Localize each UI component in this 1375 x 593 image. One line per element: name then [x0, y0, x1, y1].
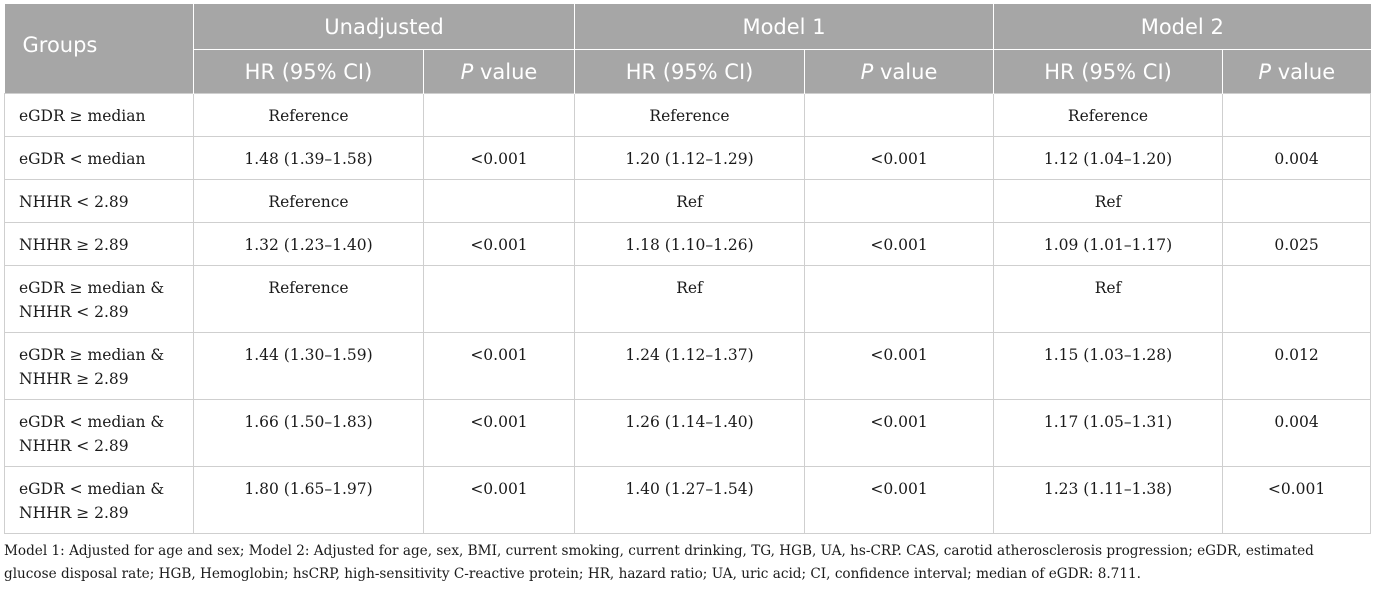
table-footnote: Model 1: Adjusted for age and sex; Model…: [4, 543, 1314, 582]
row-label-line2: NHHR ≥ 2.89: [19, 370, 129, 388]
model1-hr-header: HR (95% CI): [574, 49, 806, 94]
model2-p: 0.004: [1222, 136, 1372, 180]
model2-hr: Ref: [993, 179, 1224, 223]
model2-p: 0.004: [1222, 399, 1372, 467]
unadjusted-p: <0.001: [422, 466, 576, 534]
model1-hr: 1.18 (1.10–1.26): [574, 222, 806, 266]
model2-hr: 1.15 (1.03–1.28): [993, 332, 1224, 400]
model1-p: [804, 265, 995, 333]
row-label-line1: eGDR < median &: [19, 480, 165, 498]
unadjusted-header: Unadjusted: [192, 4, 576, 50]
row-label-line1: eGDR < median &: [19, 413, 165, 431]
model1-hr: Ref: [574, 179, 806, 223]
table-container: Groups Unadjusted Model 1 Model 2 HR (95…: [4, 4, 1372, 534]
unadjusted-hr: 1.32 (1.23–1.40): [193, 222, 424, 266]
model1-p: <0.001: [804, 399, 995, 467]
table-row: eGDR < median & NHHR < 2.89 1.66 (1.50–1.…: [4, 399, 1372, 467]
p-rest: value: [473, 59, 538, 84]
unadjusted-hr: Reference: [193, 265, 424, 333]
row-label: NHHR < 2.89: [4, 179, 194, 223]
unadjusted-hr: Reference: [193, 179, 424, 223]
hazard-ratio-table: Groups Unadjusted Model 1 Model 2 HR (95…: [4, 4, 1372, 534]
model2-hr: 1.17 (1.05–1.31): [993, 399, 1224, 467]
p-rest: value: [873, 59, 938, 84]
model1-p: [804, 93, 995, 137]
row-label: eGDR < median & NHHR ≥ 2.89: [4, 466, 194, 534]
row-label: eGDR < median & NHHR < 2.89: [4, 399, 194, 467]
unadjusted-p: <0.001: [422, 332, 576, 400]
model2-p: [1222, 93, 1372, 137]
model1-hr: Reference: [574, 93, 806, 137]
unadjusted-hr: 1.48 (1.39–1.58): [193, 136, 424, 180]
row-label-line1: eGDR ≥ median &: [19, 279, 165, 297]
model1-header: Model 1: [574, 4, 995, 50]
unadjusted-hr: 1.44 (1.30–1.59): [193, 332, 424, 400]
table-row: NHHR < 2.89 Reference Ref Ref: [4, 179, 1372, 223]
unadjusted-p: [422, 93, 576, 137]
model1-p: <0.001: [804, 136, 995, 180]
table-row: eGDR ≥ median Reference Reference Refere…: [4, 93, 1372, 137]
p-italic: P: [1258, 59, 1272, 84]
model2-hr: Reference: [993, 93, 1224, 137]
model2-p-header: P value: [1222, 49, 1371, 94]
model2-hr: 1.23 (1.11–1.38): [993, 466, 1224, 534]
model1-hr: 1.26 (1.14–1.40): [574, 399, 806, 467]
p-rest: value: [1271, 59, 1336, 84]
model2-hr: 1.12 (1.04–1.20): [993, 136, 1224, 180]
table-row: eGDR ≥ median & NHHR < 2.89 Reference Ref…: [4, 265, 1372, 333]
p-italic: P: [460, 59, 474, 84]
unadjusted-p: <0.001: [422, 136, 576, 180]
unadjusted-p: [422, 179, 576, 223]
model1-hr: 1.20 (1.12–1.29): [574, 136, 806, 180]
unadjusted-p: [422, 265, 576, 333]
unadjusted-hr-header: HR (95% CI): [193, 49, 424, 94]
model2-hr-header: HR (95% CI): [993, 49, 1224, 94]
model2-p: 0.025: [1222, 222, 1372, 266]
model2-hr: 1.09 (1.01–1.17): [993, 222, 1224, 266]
row-label-line2: NHHR < 2.89: [19, 437, 129, 455]
model1-p: [804, 179, 995, 223]
row-label: eGDR < median: [4, 136, 194, 180]
unadjusted-p: <0.001: [422, 399, 576, 467]
row-label: eGDR ≥ median & NHHR < 2.89: [4, 265, 194, 333]
table-body: eGDR ≥ median Reference Reference Refere…: [4, 93, 1372, 534]
table-row: eGDR < median 1.48 (1.39–1.58) <0.001 1.…: [4, 136, 1372, 180]
model1-hr: 1.24 (1.12–1.37): [574, 332, 806, 400]
groups-header: Groups: [4, 4, 194, 94]
row-label-line1: eGDR ≥ median &: [19, 346, 165, 364]
row-label-line2: NHHR < 2.89: [19, 303, 129, 321]
model2-p: <0.001: [1222, 466, 1372, 534]
model1-p: <0.001: [804, 332, 995, 400]
model2-p: [1222, 179, 1372, 223]
model1-p-header: P value: [804, 49, 995, 94]
model2-p: [1222, 265, 1372, 333]
unadjusted-hr: Reference: [193, 93, 424, 137]
unadjusted-p-header: P value: [422, 49, 576, 94]
row-label: NHHR ≥ 2.89: [4, 222, 194, 266]
row-label-line2: NHHR ≥ 2.89: [19, 504, 129, 522]
unadjusted-hr: 1.66 (1.50–1.83): [193, 399, 424, 467]
table-row: NHHR ≥ 2.89 1.32 (1.23–1.40) <0.001 1.18…: [4, 222, 1372, 266]
row-label: eGDR ≥ median: [4, 93, 194, 137]
table-header: Groups Unadjusted Model 1 Model 2 HR (95…: [4, 4, 1371, 94]
table-row: eGDR ≥ median & NHHR ≥ 2.89 1.44 (1.30–1.…: [4, 332, 1372, 400]
table-row: eGDR < median & NHHR ≥ 2.89 1.80 (1.65–1.…: [4, 466, 1372, 534]
model1-p: <0.001: [804, 222, 995, 266]
model1-p: <0.001: [804, 466, 995, 534]
unadjusted-hr: 1.80 (1.65–1.97): [193, 466, 424, 534]
model2-p: 0.012: [1222, 332, 1372, 400]
p-italic: P: [860, 59, 874, 84]
row-label: eGDR ≥ median & NHHR ≥ 2.89: [4, 332, 194, 400]
model2-hr: Ref: [993, 265, 1224, 333]
unadjusted-p: <0.001: [422, 222, 576, 266]
model1-hr: Ref: [574, 265, 806, 333]
model2-header: Model 2: [993, 4, 1371, 50]
model1-hr: 1.40 (1.27–1.54): [574, 466, 806, 534]
